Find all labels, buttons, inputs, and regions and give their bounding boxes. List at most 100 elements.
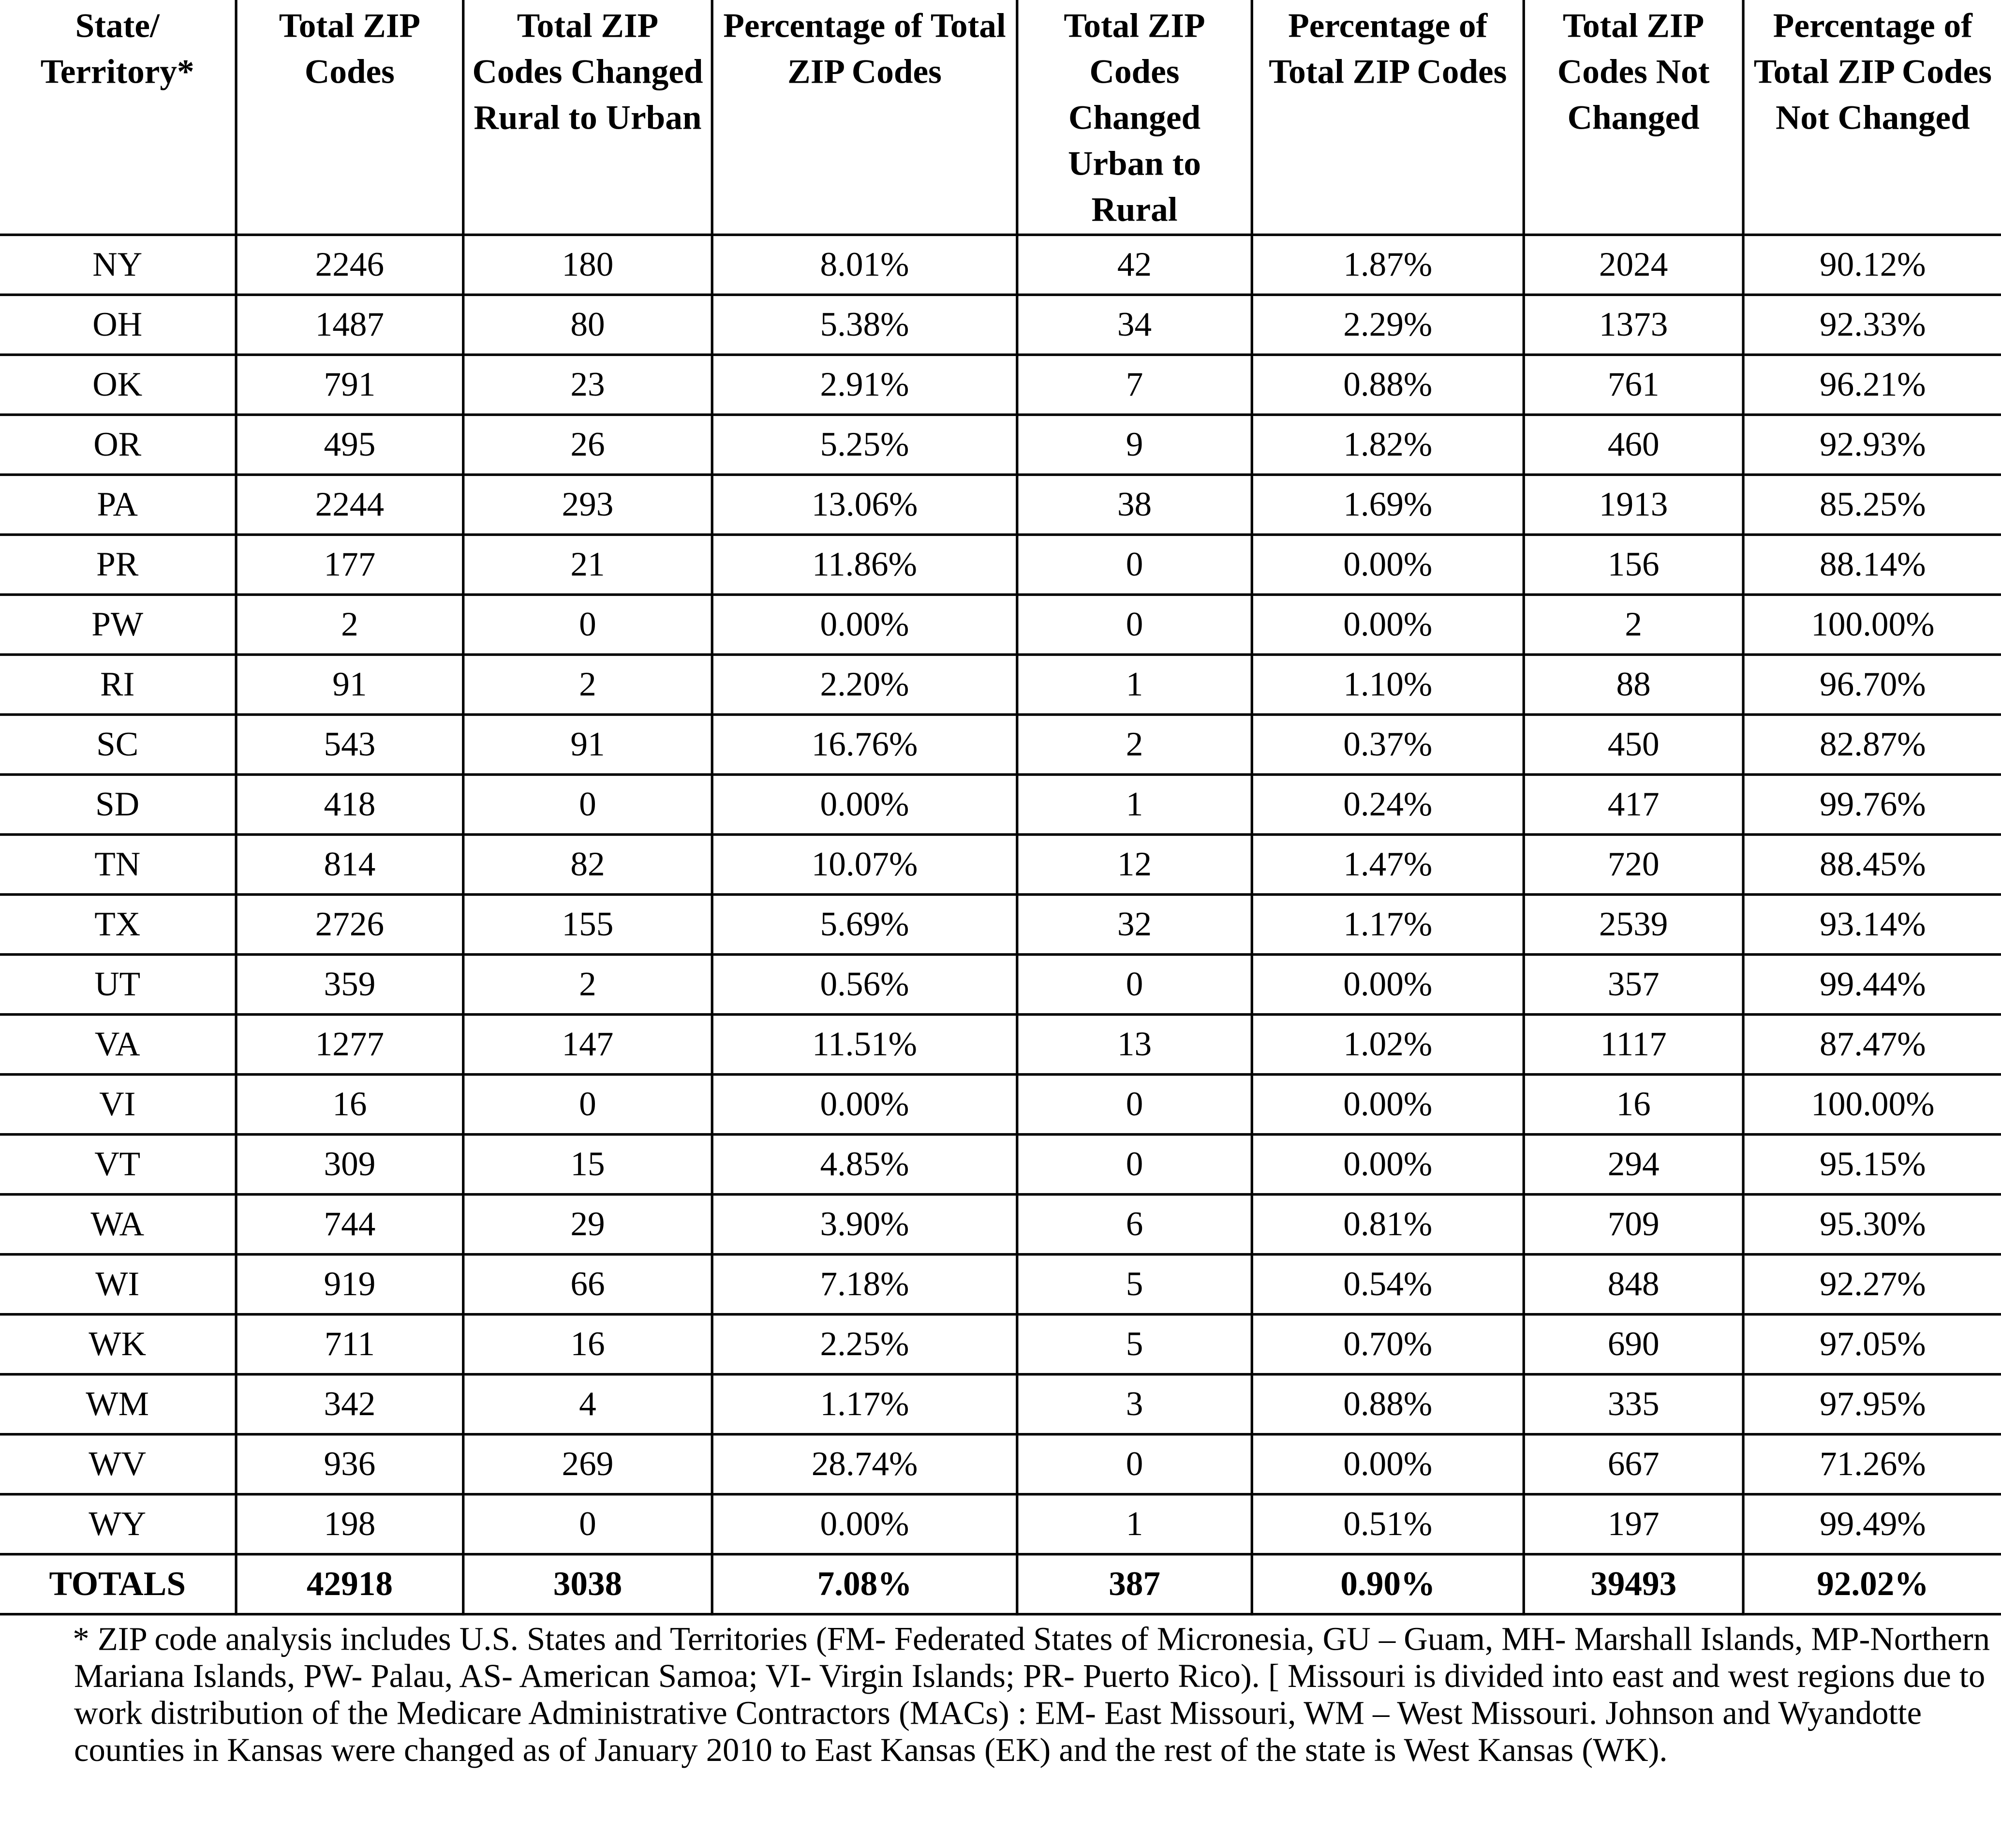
table-cell: 82 — [462, 833, 713, 896]
table-cell: 95.15% — [1742, 1133, 2001, 1196]
table-cell: 198 — [235, 1493, 465, 1556]
table-cell: 1 — [1016, 773, 1253, 836]
table-cell: 417 — [1522, 773, 1745, 836]
table-cell: PR — [0, 533, 237, 596]
table-cell: 1117 — [1522, 1013, 1745, 1076]
table-cell: 1.02% — [1250, 1013, 1525, 1076]
table-cell: 2 — [462, 953, 713, 1016]
table-row: VA 1277 147 11.51% 13 1.02% 1117 87.47% — [0, 1013, 2001, 1076]
header-cell: Total ZIP Codes Changed Urban to Rural — [1016, 0, 1253, 237]
table-cell: 460 — [1522, 413, 1745, 476]
table-cell: 0 — [462, 1493, 713, 1556]
table-cell: 1.87% — [1250, 233, 1525, 296]
table-cell: 418 — [235, 773, 465, 836]
table-cell: 357 — [1522, 953, 1745, 1016]
totals-cell: 92.02% — [1742, 1552, 2001, 1616]
table-cell: SD — [0, 773, 237, 836]
table-cell: 5.69% — [711, 893, 1019, 956]
table-cell: 1913 — [1522, 473, 1745, 536]
table-cell: 2 — [462, 653, 713, 716]
table-cell: 0 — [462, 1073, 713, 1136]
table-cell: 690 — [1522, 1313, 1745, 1376]
table-cell: 293 — [462, 473, 713, 536]
totals-cell: TOTALS — [0, 1552, 237, 1616]
table-cell: 0.37% — [1250, 713, 1525, 776]
table-cell: OK — [0, 353, 237, 416]
table-cell: 2.25% — [711, 1313, 1019, 1376]
header-cell: Total ZIP Codes Not Changed — [1522, 0, 1745, 237]
table-cell: NY — [0, 233, 237, 296]
table-cell: 0 — [462, 593, 713, 656]
table-cell: 4 — [462, 1373, 713, 1436]
table-cell: WY — [0, 1493, 237, 1556]
table-body: NY 2246 180 8.01% 42 1.87% 2024 90.12% OH 1487 80 5… — [0, 233, 2001, 1616]
table-cell: WK — [0, 1313, 237, 1376]
table-cell: 32 — [1016, 893, 1253, 956]
table-cell: 1277 — [235, 1013, 465, 1076]
table-cell: 156 — [1522, 533, 1745, 596]
table-cell: 0.00% — [1250, 1133, 1525, 1196]
table-row: WM 342 4 1.17% 3 0.88% 335 97.95% — [0, 1373, 2001, 1436]
table-cell: 16 — [235, 1073, 465, 1136]
table-cell: 791 — [235, 353, 465, 416]
header-cell: State/ Territory* — [0, 0, 237, 237]
table-cell: 155 — [462, 893, 713, 956]
table-cell: 0.00% — [1250, 1073, 1525, 1136]
table-cell: PA — [0, 473, 237, 536]
zip-table: State/ Territory* Total ZIP Codes Total ZI… — [0, 0, 2001, 1616]
totals-cell: 0.90% — [1250, 1552, 1525, 1616]
table-cell: 5.25% — [711, 413, 1019, 476]
table-cell: 720 — [1522, 833, 1745, 896]
table-cell: 100.00% — [1742, 593, 2001, 656]
table-cell: 0.00% — [711, 1493, 1019, 1556]
table-cell: 1.47% — [1250, 833, 1525, 896]
table-cell: 0 — [1016, 1133, 1253, 1196]
table-cell: 0 — [1016, 593, 1253, 656]
table-cell: 761 — [1522, 353, 1745, 416]
table-cell: 6 — [1016, 1193, 1253, 1256]
table-row: WA 744 29 3.90% 6 0.81% 709 95.30% — [0, 1193, 2001, 1256]
table-cell: 82.87% — [1742, 713, 2001, 776]
table-cell: 1 — [1016, 1493, 1253, 1556]
table-cell: 359 — [235, 953, 465, 1016]
table-cell: 309 — [235, 1133, 465, 1196]
table-cell: 16 — [462, 1313, 713, 1376]
table-cell: OH — [0, 293, 237, 356]
table-cell: 71.26% — [1742, 1433, 2001, 1496]
table-cell: 87.47% — [1742, 1013, 2001, 1076]
table-cell: 848 — [1522, 1253, 1745, 1316]
table-cell: 177 — [235, 533, 465, 596]
header-cell: Total ZIP Codes Changed Rural to Urban — [462, 0, 713, 237]
table-cell: 0.51% — [1250, 1493, 1525, 1556]
table-cell: 5 — [1016, 1253, 1253, 1316]
table-cell: 13.06% — [711, 473, 1019, 536]
table-cell: 0 — [1016, 1073, 1253, 1136]
table-cell: PW — [0, 593, 237, 656]
table-cell: 0.88% — [1250, 353, 1525, 416]
table-cell: 667 — [1522, 1433, 1745, 1496]
table-cell: 0.56% — [711, 953, 1019, 1016]
header-cell: Percentage of Total ZIP Codes Not Change… — [1742, 0, 2001, 237]
table-row: RI 91 2 2.20% 1 1.10% 88 96.70% — [0, 653, 2001, 716]
table-row: NY 2246 180 8.01% 42 1.87% 2024 90.12% — [0, 233, 2001, 296]
table-row: WV 936 269 28.74% 0 0.00% 667 71.26% — [0, 1433, 2001, 1496]
table-cell: 1373 — [1522, 293, 1745, 356]
table-cell: SC — [0, 713, 237, 776]
table-cell: 92.93% — [1742, 413, 2001, 476]
table-cell: 66 — [462, 1253, 713, 1316]
table-cell: 21 — [462, 533, 713, 596]
table-row: OK 791 23 2.91% 7 0.88% 761 96.21% — [0, 353, 2001, 416]
table-cell: 23 — [462, 353, 713, 416]
totals-cell: 7.08% — [711, 1552, 1019, 1616]
table-cell: VI — [0, 1073, 237, 1136]
header-row: State/ Territory* Total ZIP Codes Total ZI… — [0, 0, 2001, 237]
table-cell: 99.49% — [1742, 1493, 2001, 1556]
table-cell: 0.00% — [1250, 953, 1525, 1016]
table-cell: 15 — [462, 1133, 713, 1196]
table-cell: 97.95% — [1742, 1373, 2001, 1436]
table-cell: 11.51% — [711, 1013, 1019, 1076]
table-cell: 92.27% — [1742, 1253, 2001, 1316]
totals-cell: 3038 — [462, 1552, 713, 1616]
table-cell: UT — [0, 953, 237, 1016]
